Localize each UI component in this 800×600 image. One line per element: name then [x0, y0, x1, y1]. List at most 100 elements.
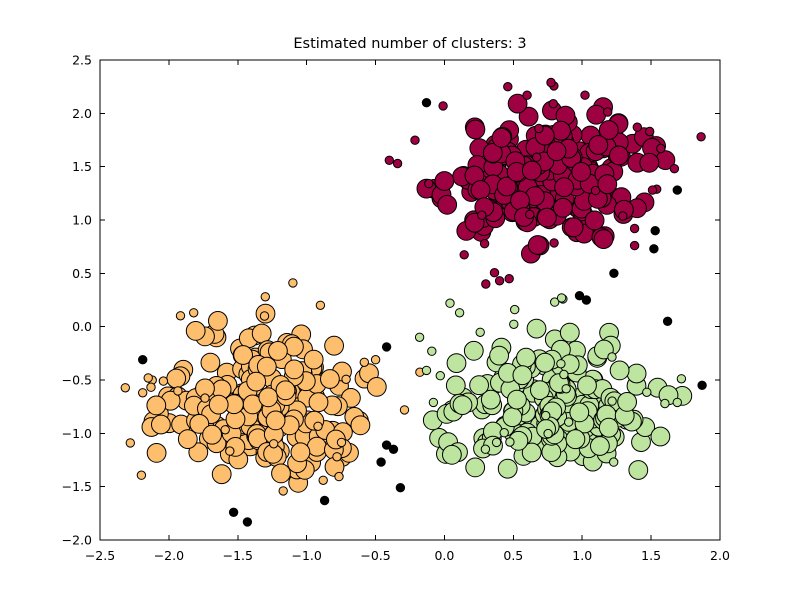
- cluster-green-small-point: [454, 308, 465, 318]
- cluster-darkred-small-point: [525, 209, 535, 220]
- cluster-green-small-point: [559, 369, 569, 380]
- cluster-orange-core-point: [146, 443, 167, 463]
- cluster-darkred-small-point: [534, 123, 544, 134]
- noise-point: [574, 291, 585, 301]
- x-tick-label: −0.5: [360, 548, 390, 563]
- cluster-darkred-core-point: [553, 197, 573, 218]
- cluster-orange-small-point: [173, 386, 183, 396]
- cluster-darkred-core-point: [510, 190, 530, 211]
- cluster-orange-core-point: [208, 311, 228, 331]
- x-tick-label: −1.0: [291, 548, 321, 563]
- cluster-darkred-core-point: [546, 141, 567, 162]
- cluster-green-core-point: [535, 352, 555, 373]
- cluster-orange-small-point: [146, 382, 156, 392]
- cluster-orange-core-point: [166, 368, 187, 389]
- noise-point: [388, 444, 399, 454]
- cluster-darkred-small-point: [504, 274, 514, 284]
- cluster-orange-small-point: [341, 374, 351, 384]
- cluster-orange-core-point: [146, 395, 167, 416]
- noise-point: [242, 517, 253, 527]
- cluster-orange-small-point: [189, 308, 199, 318]
- cluster-green-core-point: [469, 375, 490, 396]
- cluster-orange-core-point: [202, 424, 223, 445]
- cluster-darkred-core-point: [639, 152, 660, 173]
- cluster-orange-small-point: [315, 300, 326, 310]
- x-tick-label: 1.0: [572, 548, 592, 563]
- cluster-orange-core-point: [290, 442, 311, 463]
- cluster-darkred-core-point: [482, 143, 503, 163]
- cluster-darkred-small-point: [590, 185, 601, 196]
- x-tick-label: −2.5: [85, 548, 115, 563]
- y-tick-label: −1.0: [62, 426, 92, 441]
- noise-point: [381, 440, 392, 450]
- cluster-darkred-small-point: [424, 178, 434, 189]
- cluster-darkred-small-point: [410, 135, 420, 145]
- cluster-green-small-point: [445, 298, 455, 308]
- cluster-green-core-point: [489, 345, 510, 366]
- cluster-orange-small-point: [318, 475, 328, 485]
- cluster-darkred-core-point: [470, 180, 491, 200]
- noise-point: [376, 457, 386, 467]
- x-tick-label: 0.5: [503, 548, 523, 563]
- cluster-darkred-core-point: [597, 174, 618, 195]
- cluster-orange-core-point: [151, 414, 171, 435]
- cluster-orange-small-point: [136, 470, 147, 480]
- cluster-orange-core-point: [271, 463, 291, 484]
- cluster-darkred-small-point: [647, 185, 658, 195]
- cluster-green-small-point: [556, 293, 567, 303]
- plot-frame: [99, 59, 721, 541]
- cluster-orange-core-point: [268, 341, 288, 361]
- cluster-orange-core-point: [200, 352, 221, 373]
- noise-point: [697, 380, 707, 390]
- cluster-darkred-small-point: [618, 211, 628, 221]
- cluster-darkred-core-point: [496, 176, 517, 197]
- noise-point: [650, 226, 660, 236]
- y-tick-label: 2.5: [72, 53, 92, 68]
- cluster-green-core-point: [497, 458, 518, 479]
- cluster-orange-small-point: [259, 311, 270, 321]
- cluster-green-small-point: [672, 397, 682, 408]
- cluster-orange-small-point: [200, 393, 210, 403]
- cluster-green-core-point: [577, 375, 597, 396]
- cluster-green-core-point: [502, 407, 523, 428]
- cluster-green-core-point: [516, 347, 536, 368]
- cluster-orange-core-point: [189, 414, 210, 434]
- cluster-orange-core-point: [211, 464, 232, 485]
- y-tick-label: 1.5: [72, 159, 92, 174]
- cluster-darkred-small-point: [580, 90, 590, 100]
- cluster-darkred-small-point: [477, 210, 487, 220]
- cluster-orange-core-point: [324, 335, 345, 356]
- cluster-green-core-point: [650, 426, 671, 447]
- cluster-green-core-point: [446, 353, 467, 374]
- cluster-darkred-small-point: [479, 239, 490, 249]
- x-tick-label: 0.0: [434, 548, 454, 563]
- cluster-orange-core-point: [366, 377, 387, 397]
- cluster-green-small-point: [509, 319, 519, 329]
- cluster-orange-small-point: [143, 373, 153, 383]
- cluster-green-small-point: [421, 365, 432, 376]
- y-tick-label: 1.0: [72, 213, 92, 228]
- cluster-orange-core-point: [177, 429, 198, 450]
- cluster-green-core-point: [445, 375, 466, 396]
- cluster-darkred-core-point: [593, 229, 614, 250]
- cluster-darkred-core-point: [563, 217, 584, 238]
- noise-point: [609, 268, 619, 278]
- cluster-darkred-small-point: [656, 143, 666, 154]
- cluster-green-core-point: [521, 442, 542, 463]
- y-tick-label: −0.5: [62, 373, 92, 388]
- cluster-green-small-point: [541, 410, 551, 421]
- cluster-green-small-point: [609, 457, 619, 467]
- cluster-green-core-point: [530, 380, 550, 401]
- cluster-green-small-point: [427, 346, 437, 356]
- noise-point: [662, 316, 673, 326]
- cluster-green-small-point: [435, 371, 445, 381]
- cluster-darkred-core-point: [588, 135, 609, 155]
- cluster-orange-small-point: [278, 486, 288, 496]
- cluster-orange-small-point: [332, 452, 342, 462]
- y-tick-label: 2.0: [72, 106, 92, 121]
- cluster-orange-small-point: [313, 421, 323, 431]
- cluster-orange-small-point: [336, 437, 347, 448]
- cluster-green-core-point: [526, 318, 547, 339]
- cluster-orange-small-point: [370, 355, 381, 365]
